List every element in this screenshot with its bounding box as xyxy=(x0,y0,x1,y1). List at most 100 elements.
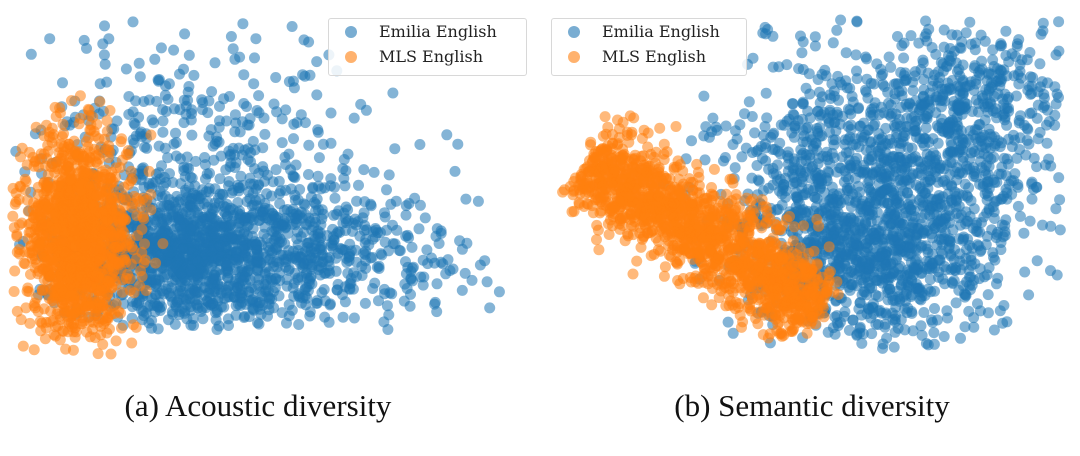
point-emilia-english xyxy=(863,303,875,315)
point-emilia-english xyxy=(1026,193,1038,205)
point-emilia-english xyxy=(140,307,152,319)
point-emilia-english xyxy=(227,280,239,292)
point-emilia-english xyxy=(892,31,903,42)
point-emilia-english xyxy=(988,324,1000,336)
point-emilia-english xyxy=(243,119,255,131)
point-emilia-english xyxy=(310,216,321,228)
point-emilia-english xyxy=(272,230,284,242)
point-emilia-english xyxy=(441,129,453,141)
point-emilia-english xyxy=(205,278,217,289)
point-emilia-english xyxy=(214,115,225,127)
point-emilia-english xyxy=(229,53,241,65)
point-emilia-english xyxy=(814,86,825,98)
point-emilia-english xyxy=(221,260,233,272)
point-emilia-english xyxy=(1023,289,1035,301)
point-emilia-english xyxy=(863,155,875,166)
point-mls-english xyxy=(76,293,88,305)
point-emilia-english xyxy=(698,90,710,102)
point-emilia-english xyxy=(955,332,966,344)
point-emilia-english xyxy=(996,40,1008,51)
point-mls-english xyxy=(14,248,25,260)
point-emilia-english xyxy=(185,114,197,126)
point-emilia-english xyxy=(325,107,337,119)
point-mls-english xyxy=(79,228,91,240)
point-mls-english xyxy=(110,335,122,347)
point-emilia-english xyxy=(888,341,900,353)
point-emilia-english xyxy=(942,312,953,324)
point-emilia-english xyxy=(276,137,288,149)
point-emilia-english xyxy=(1021,134,1033,146)
point-emilia-english xyxy=(270,164,282,176)
point-emilia-english xyxy=(223,291,235,303)
point-emilia-english xyxy=(192,286,204,298)
point-emilia-english xyxy=(1019,266,1031,278)
point-emilia-english xyxy=(251,105,263,116)
point-emilia-english xyxy=(311,297,323,309)
point-emilia-english xyxy=(456,284,468,296)
point-emilia-english xyxy=(229,109,241,121)
point-emilia-english xyxy=(299,117,311,129)
point-emilia-english xyxy=(1050,203,1062,215)
point-emilia-english xyxy=(964,16,976,28)
point-emilia-english xyxy=(1032,133,1044,145)
point-emilia-english xyxy=(401,283,413,294)
point-emilia-english xyxy=(162,152,174,164)
point-emilia-english xyxy=(386,288,398,300)
point-mls-english xyxy=(30,258,42,269)
point-mls-english xyxy=(83,181,95,193)
point-emilia-english xyxy=(164,168,175,180)
point-emilia-english xyxy=(342,148,354,160)
point-emilia-english xyxy=(303,169,314,180)
point-emilia-english xyxy=(991,278,1002,290)
point-emilia-english xyxy=(208,300,220,312)
point-emilia-english xyxy=(181,299,193,311)
point-emilia-english xyxy=(164,257,176,269)
point-emilia-english xyxy=(200,186,212,198)
point-emilia-english xyxy=(238,69,250,81)
point-emilia-english xyxy=(1012,200,1024,212)
point-emilia-english xyxy=(923,23,935,35)
point-emilia-english xyxy=(157,126,169,138)
point-emilia-english xyxy=(138,96,150,107)
point-emilia-english xyxy=(203,130,215,142)
point-emilia-english xyxy=(348,112,360,124)
point-emilia-english xyxy=(493,286,505,298)
point-mls-english xyxy=(94,96,106,108)
point-mls-english xyxy=(91,158,103,170)
point-emilia-english xyxy=(298,34,310,46)
point-emilia-english xyxy=(1000,25,1012,37)
point-mls-english xyxy=(46,137,58,148)
point-emilia-english xyxy=(809,31,821,43)
point-emilia-english xyxy=(264,244,276,256)
point-emilia-english xyxy=(288,133,299,145)
point-emilia-english xyxy=(154,305,166,316)
point-mls-english xyxy=(36,230,48,242)
point-emilia-english xyxy=(250,33,262,45)
point-mls-english xyxy=(24,317,36,329)
point-emilia-english xyxy=(929,303,940,314)
point-emilia-english xyxy=(999,229,1011,241)
point-mls-english xyxy=(136,224,148,235)
point-emilia-english xyxy=(287,75,299,87)
point-emilia-english xyxy=(299,70,311,82)
point-emilia-english xyxy=(982,307,994,319)
point-mls-english xyxy=(94,253,106,265)
point-mls-english xyxy=(84,331,96,343)
point-emilia-english xyxy=(211,324,223,335)
point-emilia-english xyxy=(183,163,195,175)
point-emilia-english xyxy=(797,64,809,75)
point-emilia-english xyxy=(943,210,955,222)
point-emilia-english xyxy=(960,252,972,264)
point-emilia-english xyxy=(185,264,197,276)
point-emilia-english xyxy=(253,178,265,190)
point-emilia-english xyxy=(339,180,351,192)
point-emilia-english xyxy=(208,240,220,252)
point-emilia-english xyxy=(150,176,162,188)
point-emilia-english xyxy=(879,318,891,330)
point-emilia-english xyxy=(206,86,218,98)
point-emilia-english xyxy=(861,53,873,65)
point-mls-english xyxy=(57,235,69,247)
point-emilia-english xyxy=(223,320,234,331)
point-emilia-english xyxy=(373,295,384,307)
point-emilia-english xyxy=(917,100,929,112)
